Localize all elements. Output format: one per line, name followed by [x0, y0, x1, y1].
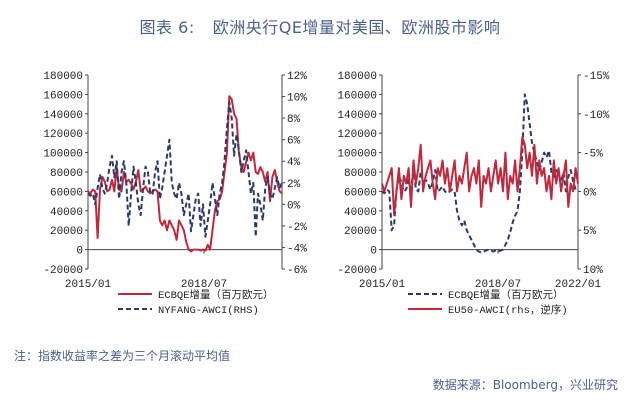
chart-panel-2: 180000 160000 140000 120000 100000 80000 60000…: [337, 71, 609, 317]
chart-panel-1: 180000 160000 140000 120000 100000 80000 60000…: [43, 71, 307, 317]
legend-label: EU50-AWCI(rhs，逆序): [448, 303, 568, 317]
y-left-tick-label: 140000: [337, 110, 377, 122]
legend-label: ECBQE增量（百万欧元）: [158, 288, 274, 302]
y-left-tick-label: 160000: [43, 90, 83, 102]
x-tick-label: 2015/01: [65, 279, 112, 291]
y-left-tick-label: 40000: [344, 207, 377, 219]
y-left-tick-label: 40000: [50, 207, 83, 219]
figure-number: 图表 6:: [139, 18, 195, 37]
y-right-tick-label: -5%: [583, 149, 603, 161]
y-left-tick-label: 20000: [344, 226, 377, 238]
y-right-tick-label: 6%: [287, 136, 301, 148]
y-left-tick-label: 100000: [337, 149, 377, 161]
series-line-1: [87, 95, 283, 253]
footnote: 注：指数收益率之差为三个月滚动平均值: [14, 349, 231, 363]
y-right-tick-label: 2%: [287, 179, 301, 191]
y-left-tick-label: 80000: [50, 168, 83, 180]
x-tick-label: 2022/01: [555, 279, 602, 291]
series-line-2: [381, 136, 579, 216]
y-right-tick-label: 12%: [287, 71, 307, 83]
y-right-tick-label: 0%: [287, 200, 301, 212]
y-right-tick-label: 0%: [583, 187, 597, 199]
figure-title: 欧洲央行QE增量对美国、欧洲股市影响: [212, 18, 501, 37]
y-left-tick-label: 140000: [43, 110, 83, 122]
data-source: 数据来源：Bloomberg，兴业研究: [432, 378, 618, 392]
y-right-tick-label: -2%: [287, 222, 307, 234]
y-left-tick-label: 0: [76, 246, 83, 258]
y-right-tick-label: -6%: [287, 265, 307, 277]
y-left-tick-label: 120000: [43, 129, 83, 141]
y-right-tick-label: -10%: [583, 110, 610, 122]
y-right-tick-label: 8%: [287, 114, 301, 126]
series-line-2: [87, 100, 283, 238]
y-left-tick-label: 20000: [50, 226, 83, 238]
y-left-tick-label: 160000: [337, 90, 377, 102]
y-right-tick-label: 10%: [583, 265, 603, 277]
chart-title: 图表 6: 欧洲央行QE增量对美国、欧洲股市影响: [0, 14, 640, 38]
y-left-tick-label: -20000: [337, 265, 377, 277]
y-left-tick-label: 180000: [337, 71, 377, 83]
y-right-tick-label: 4%: [287, 157, 301, 169]
y-left-tick-label: 60000: [50, 187, 83, 199]
y-left-tick-label: 100000: [43, 149, 83, 161]
y-right-tick-label: 5%: [583, 226, 597, 238]
y-right-tick-label: -15%: [583, 71, 610, 83]
legend-label: NYFANG-AWCI(RHS): [158, 305, 259, 317]
y-left-tick-label: -20000: [43, 265, 83, 277]
x-tick-label: 2015/01: [359, 279, 406, 291]
legend-label: ECBQE增量（百万欧元）: [448, 288, 564, 302]
y-left-tick-label: 180000: [43, 71, 83, 83]
y-left-tick-label: 60000: [344, 187, 377, 199]
y-left-tick-label: 120000: [337, 129, 377, 141]
y-left-tick-label: 80000: [344, 168, 377, 180]
x-tick-label: 2018/07: [181, 279, 227, 291]
chart-canvas: 180000 160000 140000 120000 100000 80000 60000…: [43, 71, 609, 317]
y-right-tick-label: -4%: [287, 243, 307, 255]
x-tick-label: 2018/07: [475, 279, 521, 291]
y-left-tick-label: 0: [370, 246, 377, 258]
y-right-tick-label: 10%: [287, 93, 307, 105]
